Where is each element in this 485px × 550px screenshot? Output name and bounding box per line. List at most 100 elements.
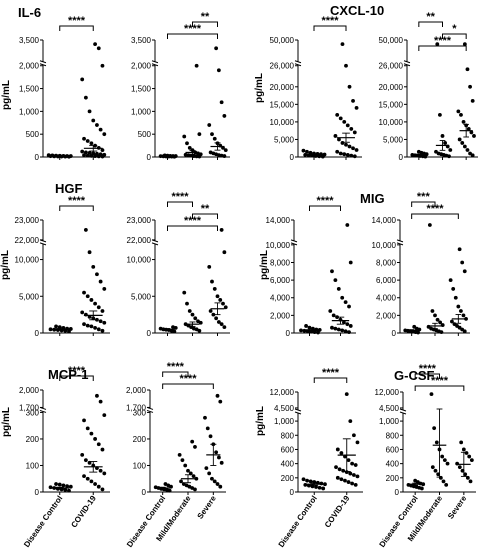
significance-label: * <box>452 23 457 35</box>
axis-break-mark <box>403 60 411 64</box>
significance-bracket <box>192 21 218 27</box>
axis-break-mark <box>151 60 159 64</box>
data-point <box>183 463 188 468</box>
data-point <box>208 309 213 313</box>
data-point <box>433 313 437 318</box>
significance-label: **** <box>184 215 202 227</box>
data-point <box>46 153 51 158</box>
y-tick-label: 10,000 <box>270 118 295 127</box>
data-point <box>457 465 462 470</box>
y-tick-label: 300 <box>133 408 147 417</box>
data-point <box>80 310 85 315</box>
data-point <box>429 392 434 397</box>
y-tick-label: 22,000 <box>15 236 40 245</box>
data-point <box>91 264 96 269</box>
data-point <box>190 439 195 444</box>
panel-mig-1: 0 2,000 4,000 6,000 8,000 10,000 14,000 **** <box>266 195 356 338</box>
data-point <box>339 451 344 455</box>
data-point <box>342 320 346 325</box>
data-point <box>102 152 107 157</box>
data-point <box>197 132 202 137</box>
y-tick-label: 23,000 <box>127 216 152 225</box>
data-point <box>330 325 334 330</box>
data-point <box>54 324 58 329</box>
data-point <box>96 46 101 51</box>
y-tick-label: 10,000 <box>15 256 40 265</box>
data-point <box>187 145 192 150</box>
data-point <box>93 325 97 330</box>
y-tick-label: 4,500 <box>274 404 295 413</box>
data-point <box>350 461 355 466</box>
data-point <box>207 471 212 476</box>
data-point <box>203 415 207 420</box>
y-tick-label: 400 <box>386 460 400 469</box>
data-point <box>102 287 107 291</box>
y-tick-label: 0 <box>35 329 40 338</box>
data-point <box>347 330 351 335</box>
y-tick-label: 600 <box>281 445 295 454</box>
data-point <box>442 458 447 462</box>
y-tick-label: 50,000 <box>270 36 295 45</box>
y-tick-label: 1,000 <box>131 107 152 116</box>
data-point <box>451 287 456 291</box>
data-point <box>85 294 90 299</box>
data-point <box>85 139 90 143</box>
data-point <box>217 455 221 460</box>
data-point <box>207 123 212 127</box>
y-tick-label: 10,000 <box>127 256 152 265</box>
data-point <box>83 95 88 100</box>
y-tick-label: 10,000 <box>266 241 291 250</box>
y-tick-label: 0 <box>142 488 147 497</box>
y-tick-label: 0 <box>399 153 404 162</box>
data-point <box>173 154 178 158</box>
data-point <box>89 324 94 329</box>
data-point <box>448 278 453 283</box>
data-point <box>452 322 457 327</box>
chart-cxcl10: CXCL-10 pg/mL 0 5,000 10,000 15,000 20,000 26,0… <box>254 3 478 162</box>
data-point <box>468 479 473 484</box>
data-point <box>349 127 354 131</box>
significance-label: **** <box>431 375 449 387</box>
data-point <box>469 130 474 135</box>
y-tick-label: 2,000 <box>19 62 40 71</box>
y-tick-label: 100 <box>133 461 147 470</box>
y-tick-label: 0 <box>286 329 291 338</box>
y-tick-label: 14,000 <box>266 216 291 225</box>
data-point <box>219 100 224 105</box>
data-point <box>303 483 308 487</box>
y-tick-label: 200 <box>386 474 400 483</box>
data-point <box>100 148 105 153</box>
data-point <box>185 301 189 306</box>
y-tick-label: 20,000 <box>270 83 295 92</box>
data-point <box>344 142 348 147</box>
data-point <box>216 68 221 73</box>
data-point <box>211 312 216 317</box>
y-axis-label: pg/mL <box>259 250 270 280</box>
data-point <box>314 485 318 489</box>
y-tick-label: 50,000 <box>379 36 404 45</box>
data-point <box>182 290 187 295</box>
data-point <box>214 450 219 455</box>
data-point <box>319 152 323 157</box>
data-point <box>468 151 472 156</box>
axis-break-mark <box>39 63 47 67</box>
data-point <box>194 154 199 159</box>
data-point <box>456 109 461 114</box>
data-point <box>456 304 461 309</box>
y-tick-label: 4,500 <box>379 404 400 413</box>
y-tick-label: 20,000 <box>379 83 404 92</box>
data-point <box>196 319 200 324</box>
data-point <box>93 482 97 486</box>
x-tick-label: COVID-19 <box>69 494 98 530</box>
data-point <box>344 63 348 68</box>
data-point <box>85 323 90 328</box>
significance-bracket <box>313 377 348 383</box>
data-point <box>80 149 85 154</box>
y-axis-label: pg/mL <box>1 80 12 110</box>
x-tick-label: Severe <box>196 494 219 521</box>
y-tick-label: 1,000 <box>379 417 400 426</box>
significance-bracket <box>411 213 459 219</box>
data-point <box>337 467 342 472</box>
y-tick-label: 6,000 <box>270 276 291 285</box>
